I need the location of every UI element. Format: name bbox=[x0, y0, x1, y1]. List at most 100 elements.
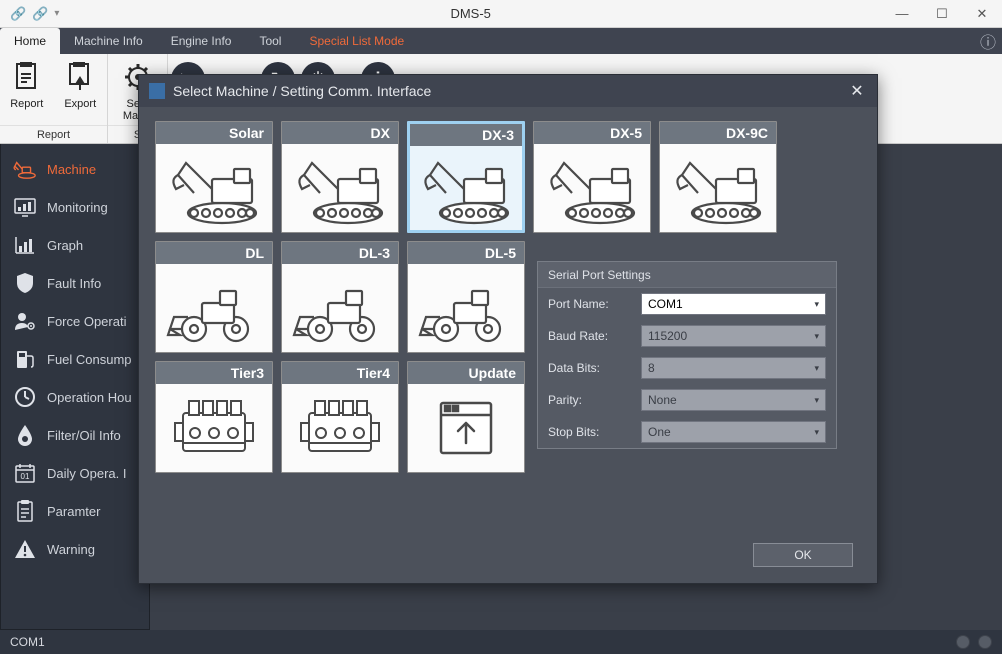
sidebar-item-warning[interactable]: Warning bbox=[1, 530, 149, 568]
tab-home[interactable]: Home bbox=[0, 28, 60, 54]
field-portname-select[interactable]: COM1 ▾ bbox=[641, 293, 826, 315]
link-icon[interactable]: 🔗 bbox=[32, 6, 48, 22]
clipboard-icon bbox=[13, 499, 37, 523]
report-button[interactable]: Report bbox=[0, 54, 54, 125]
dropdown-caret-icon: ▾ bbox=[814, 427, 819, 438]
serial-field-row: Baud Rate: 115200 ▾ bbox=[538, 320, 836, 352]
field-value: None bbox=[648, 393, 677, 407]
machine-tile-update[interactable]: Update bbox=[407, 361, 525, 473]
machine-tile-dx[interactable]: DX bbox=[281, 121, 399, 233]
sidebar-item-monitoring[interactable]: Monitoring bbox=[1, 188, 149, 226]
sidebar-item-paramter[interactable]: Paramter bbox=[1, 492, 149, 530]
serial-field-row: Stop Bits: One ▾ bbox=[538, 416, 836, 448]
tile-label: DL-3 bbox=[282, 242, 398, 264]
sidebar-item-fault-info[interactable]: Fault Info bbox=[1, 264, 149, 302]
tile-label: DX-9C bbox=[660, 122, 776, 144]
serial-field-row: Port Name: COM1 ▾ bbox=[538, 288, 836, 320]
field-label: Data Bits: bbox=[548, 361, 633, 375]
shield-icon bbox=[13, 271, 37, 295]
dialog-title-bar: Select Machine / Setting Comm. Interface… bbox=[139, 75, 877, 107]
tile-label: DL bbox=[156, 242, 272, 264]
sidebar-item-label: Operation Hou bbox=[47, 390, 132, 405]
tile-image bbox=[408, 264, 524, 352]
machine-row-1: Solar DX DX-3 DX-5 D bbox=[155, 121, 861, 233]
sidebar-item-label: Paramter bbox=[47, 504, 100, 519]
quick-access-toolbar: 🔗 🔗 ▾ bbox=[0, 6, 59, 22]
sidebar-item-label: Fault Info bbox=[47, 276, 101, 291]
bars-icon bbox=[13, 233, 37, 257]
sidebar-item-label: Graph bbox=[47, 238, 83, 253]
machine-tile-dl-5[interactable]: DL-5 bbox=[407, 241, 525, 353]
machine-tile-dl[interactable]: DL bbox=[155, 241, 273, 353]
maximize-button[interactable]: ☐ bbox=[922, 0, 962, 28]
status-dot bbox=[956, 635, 970, 649]
field-baudrate-select[interactable]: 115200 ▾ bbox=[641, 325, 826, 347]
window-title: DMS-5 bbox=[59, 6, 882, 21]
ok-button[interactable]: OK bbox=[753, 543, 853, 567]
tile-label: Tier4 bbox=[282, 362, 398, 384]
export-button[interactable]: Export bbox=[54, 54, 108, 125]
tile-label: Update bbox=[408, 362, 524, 384]
field-stopbits-select[interactable]: One ▾ bbox=[641, 421, 826, 443]
dropdown-caret-icon: ▾ bbox=[814, 331, 819, 342]
report-icon bbox=[10, 60, 44, 94]
machine-tile-dx-9c[interactable]: DX-9C bbox=[659, 121, 777, 233]
sidebar: Machine Monitoring Graph Fault Info Force Op… bbox=[0, 144, 150, 630]
tab-special-list-mode[interactable]: Special List Mode bbox=[295, 28, 418, 54]
svg-text:01: 01 bbox=[21, 472, 30, 481]
tile-image bbox=[156, 384, 272, 472]
status-port: COM1 bbox=[10, 635, 45, 649]
status-dot bbox=[978, 635, 992, 649]
field-value: COM1 bbox=[648, 297, 683, 311]
dialog-close-button[interactable]: ✕ bbox=[847, 81, 867, 101]
sidebar-item-label: Warning bbox=[47, 542, 95, 557]
sidebar-item-fuel-consump[interactable]: Fuel Consump bbox=[1, 340, 149, 378]
minimize-button[interactable]: — bbox=[882, 0, 922, 28]
machine-tile-dx-3[interactable]: DX-3 bbox=[407, 121, 525, 233]
drop-icon bbox=[13, 423, 37, 447]
tile-label: DX-5 bbox=[534, 122, 650, 144]
sidebar-item-force-operati[interactable]: Force Operati bbox=[1, 302, 149, 340]
dialog-body: Solar DX DX-3 DX-5 D bbox=[139, 107, 877, 583]
info-icon[interactable]: ⓘ bbox=[974, 28, 1002, 54]
sidebar-item-operation-hou[interactable]: Operation Hou bbox=[1, 378, 149, 416]
tile-image bbox=[410, 146, 522, 230]
field-label: Parity: bbox=[548, 393, 633, 407]
export-label: Export bbox=[64, 98, 96, 110]
menu-tabs: Home Machine Info Engine Info Tool Speci… bbox=[0, 28, 1002, 54]
link-icon[interactable]: 🔗 bbox=[10, 6, 26, 22]
tab-tool[interactable]: Tool bbox=[245, 28, 295, 54]
machine-tile-dx-5[interactable]: DX-5 bbox=[533, 121, 651, 233]
sidebar-item-label: Fuel Consump bbox=[47, 352, 132, 367]
sidebar-item-daily-opera-i[interactable]: 01Daily Opera. I bbox=[1, 454, 149, 492]
status-indicators bbox=[956, 635, 992, 649]
close-button[interactable]: ✕ bbox=[962, 0, 1002, 28]
tab-machine-info[interactable]: Machine Info bbox=[60, 28, 157, 54]
serial-field-row: Parity: None ▾ bbox=[538, 384, 836, 416]
field-parity-select[interactable]: None ▾ bbox=[641, 389, 826, 411]
machine-tile-dl-3[interactable]: DL-3 bbox=[281, 241, 399, 353]
tile-image bbox=[282, 144, 398, 232]
dropdown-caret-icon: ▾ bbox=[814, 395, 819, 406]
monitor-icon bbox=[13, 195, 37, 219]
fuel-icon bbox=[13, 347, 37, 371]
select-machine-dialog: Select Machine / Setting Comm. Interface… bbox=[138, 74, 878, 584]
tile-label: Solar bbox=[156, 122, 272, 144]
tile-label: DL-5 bbox=[408, 242, 524, 264]
machine-tile-tier4[interactable]: Tier4 bbox=[281, 361, 399, 473]
tile-label: DX-3 bbox=[410, 124, 522, 146]
sidebar-item-label: Force Operati bbox=[47, 314, 126, 329]
sidebar-item-label: Machine bbox=[47, 162, 96, 177]
main-body: Machine Monitoring Graph Fault Info Force Op… bbox=[0, 144, 1002, 630]
tile-image bbox=[660, 144, 776, 232]
tab-engine-info[interactable]: Engine Info bbox=[157, 28, 246, 54]
dialog-icon bbox=[149, 83, 165, 99]
sidebar-item-graph[interactable]: Graph bbox=[1, 226, 149, 264]
sidebar-item-machine[interactable]: Machine bbox=[1, 150, 149, 188]
excavator-icon bbox=[13, 157, 37, 181]
tile-image bbox=[156, 144, 272, 232]
machine-tile-solar[interactable]: Solar bbox=[155, 121, 273, 233]
sidebar-item-filter-oil-info[interactable]: Filter/Oil Info bbox=[1, 416, 149, 454]
field-databits-select[interactable]: 8 ▾ bbox=[641, 357, 826, 379]
machine-tile-tier3[interactable]: Tier3 bbox=[155, 361, 273, 473]
